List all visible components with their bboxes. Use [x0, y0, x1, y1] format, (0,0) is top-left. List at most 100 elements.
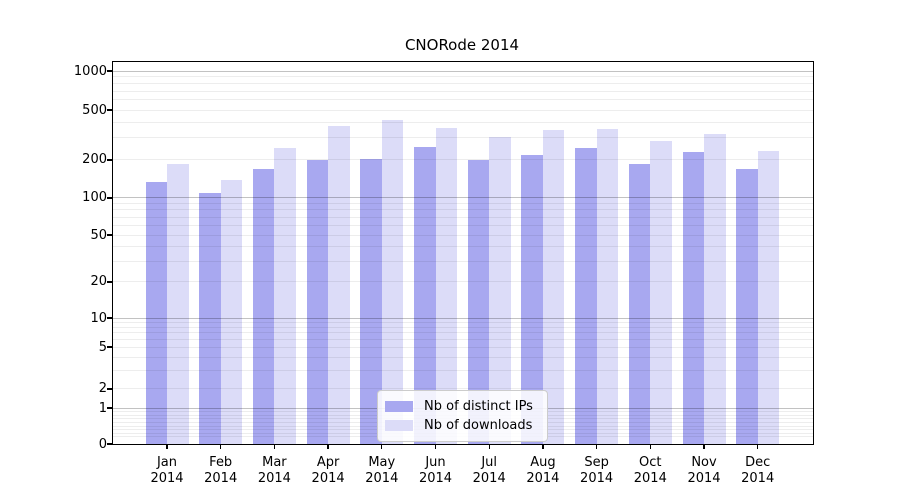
x-tick	[703, 444, 705, 449]
x-tick-label: Jan 2014	[150, 455, 184, 486]
downloads-swatch	[385, 420, 413, 431]
bar-downloads	[381, 120, 404, 444]
bar-distinct-ips	[467, 159, 490, 444]
distinct-ips-swatch	[385, 401, 413, 412]
x-tick	[381, 444, 383, 449]
y-tick-label: 50	[90, 227, 107, 243]
y-gridline-minor	[113, 216, 813, 218]
y-tick-label: 10	[90, 310, 107, 326]
y-gridline-minor	[113, 281, 813, 283]
x-tick	[166, 444, 168, 449]
bar-distinct-ips	[360, 158, 382, 444]
y-gridline-minor	[113, 159, 813, 161]
x-tick	[595, 444, 598, 449]
y-gridline-minor	[113, 76, 813, 78]
x-tick-label: Mar 2014	[257, 455, 291, 486]
x-tick	[273, 444, 276, 449]
bar-downloads	[757, 151, 780, 444]
bar-downloads	[489, 136, 511, 444]
legend-item-distinct-ips: Nb of distinct IPs	[385, 397, 539, 416]
y-tick	[106, 407, 112, 409]
x-tick-label: Aug 2014	[526, 455, 560, 486]
y-tick-label: 100	[82, 190, 107, 206]
bar-distinct-ips	[414, 146, 436, 444]
x-tick-label: Jul 2014	[472, 455, 506, 486]
y-tick-label: 5	[98, 339, 107, 355]
x-tick	[542, 444, 544, 449]
x-tick-label: May 2014	[365, 455, 399, 486]
y-tick-label: 2	[98, 381, 107, 397]
y-gridline-major	[113, 197, 813, 199]
legend-label-distinct-ips: Nb of distinct IPs	[424, 399, 533, 414]
x-tick	[434, 444, 437, 449]
y-gridline-minor	[113, 388, 813, 390]
y-gridline-minor	[113, 109, 813, 111]
x-tick-label: Jun 2014	[418, 455, 453, 486]
y-tick	[106, 197, 112, 199]
bar-downloads	[220, 179, 243, 444]
x-tick	[327, 444, 329, 449]
y-gridline-minor	[113, 260, 813, 262]
x-tick	[649, 444, 651, 449]
bar-distinct-ips	[145, 181, 167, 444]
y-gridline-minor	[113, 338, 813, 340]
y-tick-label: 20	[90, 274, 107, 290]
bar-downloads	[704, 133, 726, 444]
bar-distinct-ips	[628, 164, 651, 444]
x-tick-label: Apr 2014	[311, 455, 345, 486]
legend-item-downloads: Nb of downloads	[385, 416, 539, 435]
y-gridline-minor	[113, 369, 813, 371]
y-gridline-minor	[113, 99, 813, 101]
y-tick	[106, 159, 112, 161]
y-gridline-major	[113, 70, 813, 72]
x-tick-label: Feb 2014	[204, 455, 238, 486]
y-gridline-minor	[113, 234, 813, 236]
bar-downloads	[542, 130, 565, 444]
bar-downloads	[596, 128, 619, 444]
bar-downloads	[650, 140, 672, 444]
y-gridline-minor	[113, 224, 813, 226]
y-gridline-minor	[113, 332, 813, 334]
legend-label-downloads: Nb of downloads	[424, 418, 533, 433]
chart-title: CNORode 2014	[404, 36, 520, 54]
y-tick	[106, 281, 112, 283]
y-tick-label: 0	[98, 436, 107, 452]
y-gridline-minor	[113, 203, 813, 205]
bar-downloads	[167, 164, 189, 444]
y-gridline-minor	[113, 245, 813, 247]
y-tick	[106, 346, 112, 348]
y-gridline-major	[113, 317, 813, 319]
y-tick	[106, 109, 112, 111]
y-gridline-minor	[113, 209, 813, 211]
y-gridline-minor	[113, 321, 813, 323]
y-gridline-minor	[113, 356, 813, 358]
y-tick	[106, 70, 112, 72]
y-tick	[106, 443, 112, 445]
x-tick-label: Oct 2014	[633, 455, 667, 486]
y-tick	[106, 388, 112, 390]
y-tick-label: 200	[82, 152, 107, 168]
y-tick-label: 1000	[73, 63, 107, 79]
bar-distinct-ips	[199, 192, 221, 444]
x-tick	[488, 444, 490, 449]
y-tick	[106, 317, 112, 319]
bar-downloads	[274, 147, 296, 444]
bar-distinct-ips	[521, 154, 543, 444]
bar-downloads	[435, 127, 457, 444]
x-tick	[220, 444, 222, 449]
y-gridline-minor	[113, 137, 813, 139]
bar-distinct-ips	[682, 152, 704, 444]
y-gridline-minor	[113, 121, 813, 123]
bar-downloads	[328, 126, 350, 444]
y-gridline-minor	[113, 83, 813, 85]
x-tick-label: Dec 2014	[741, 455, 775, 486]
y-tick-label: 500	[82, 102, 107, 118]
y-gridline-minor	[113, 326, 813, 328]
plot-area: 0 1 2 5 10 20 50 100 200 500 1000 Jan 2014 Feb 2014 Mar…	[74, 61, 814, 486]
bar-distinct-ips	[575, 147, 597, 444]
y-gridline-minor	[113, 346, 813, 348]
y-tick	[106, 234, 112, 236]
x-tick-label: Sep 2014	[580, 455, 614, 486]
bar-distinct-ips	[736, 168, 758, 444]
